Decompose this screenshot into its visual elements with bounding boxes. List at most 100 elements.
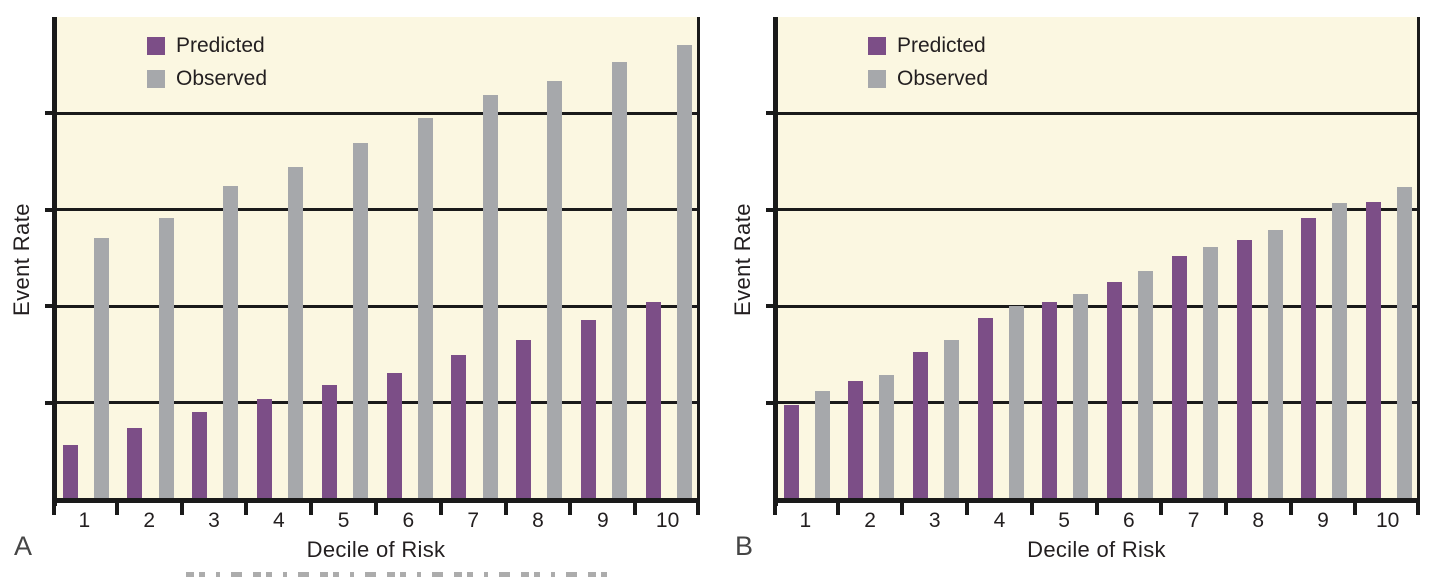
x-tick-label: 6 bbox=[402, 509, 415, 532]
x-tick-label: 1 bbox=[78, 509, 91, 532]
bar-observed bbox=[547, 80, 563, 500]
y-axis-tick bbox=[45, 400, 52, 405]
x-axis-tick bbox=[52, 500, 56, 515]
legend-item-observed: Observed bbox=[147, 67, 267, 91]
plot-area: Predicted Observed bbox=[45, 17, 700, 515]
plot-right-border bbox=[697, 17, 700, 502]
x-axis-tick bbox=[503, 500, 508, 515]
observed-swatch bbox=[868, 70, 886, 88]
bar-predicted bbox=[1236, 239, 1252, 500]
y-axis-tick bbox=[766, 304, 773, 309]
bar-observed bbox=[417, 118, 433, 500]
x-axis-tick bbox=[568, 500, 573, 515]
bar-predicted bbox=[516, 339, 532, 500]
bar-observed bbox=[676, 44, 692, 500]
y-axis-label: Event Rate bbox=[730, 203, 755, 316]
bar-observed bbox=[1008, 306, 1024, 500]
plot-area: Predicted Observed bbox=[766, 17, 1420, 515]
y-axis-tick bbox=[766, 111, 773, 116]
x-axis-tick bbox=[835, 500, 840, 515]
legend-item-observed: Observed bbox=[868, 67, 988, 91]
x-tick-label: 2 bbox=[143, 509, 156, 532]
x-axis-label: Decile of Risk bbox=[306, 537, 446, 562]
gridline bbox=[773, 304, 1420, 308]
y-axis-tick bbox=[45, 304, 52, 309]
bar-predicted bbox=[321, 385, 337, 500]
bar-observed bbox=[158, 218, 174, 500]
bar-predicted bbox=[977, 317, 993, 500]
x-axis-tick bbox=[179, 500, 184, 515]
x-axis-tick bbox=[1353, 500, 1358, 515]
x-axis-tick bbox=[309, 500, 314, 515]
bar-predicted bbox=[1107, 282, 1123, 500]
bar-predicted bbox=[848, 381, 864, 500]
x-axis-tick bbox=[1094, 500, 1099, 515]
bar-predicted bbox=[645, 302, 661, 500]
bar-observed bbox=[1396, 186, 1412, 500]
x-tick-label: 7 bbox=[467, 509, 480, 532]
predicted-swatch bbox=[147, 37, 165, 55]
legend-item-predicted: Predicted bbox=[868, 34, 988, 58]
legend-label-observed: Observed bbox=[176, 67, 268, 90]
bar-observed bbox=[1202, 247, 1218, 500]
x-axis-tick bbox=[965, 500, 970, 515]
x-tick-label: 10 bbox=[655, 509, 680, 532]
x-axis-tick bbox=[374, 500, 378, 515]
gridline bbox=[52, 401, 700, 405]
x-tick-label: 3 bbox=[928, 509, 941, 532]
bar-predicted bbox=[62, 445, 78, 500]
x-tick-label: 4 bbox=[993, 509, 1006, 532]
bar-predicted bbox=[386, 372, 402, 500]
chart-panel-b: Event Rate Predicted Observed Decile of … bbox=[721, 0, 1442, 578]
x-axis-tick bbox=[1159, 500, 1164, 515]
bar-predicted bbox=[451, 355, 467, 500]
legend-label-observed: Observed bbox=[897, 67, 989, 90]
x-tick-label: 8 bbox=[1252, 509, 1265, 532]
bar-predicted bbox=[913, 352, 929, 500]
predicted-swatch bbox=[868, 37, 886, 55]
y-axis-tick bbox=[45, 111, 52, 116]
x-axis-tick bbox=[438, 500, 443, 515]
bar-predicted bbox=[1365, 202, 1381, 500]
x-axis-tick bbox=[1029, 500, 1034, 515]
x-tick-label: 9 bbox=[596, 509, 609, 532]
gridline bbox=[773, 401, 1420, 405]
x-tick-label: 10 bbox=[1375, 509, 1400, 532]
x-tick-label: 6 bbox=[1123, 509, 1135, 532]
gridline bbox=[773, 111, 1420, 115]
panel-label: A bbox=[14, 531, 33, 561]
x-tick-label: 7 bbox=[1187, 509, 1200, 532]
plot-right-border bbox=[1417, 17, 1420, 502]
x-tick-label: 2 bbox=[864, 509, 876, 532]
bar-observed bbox=[482, 95, 498, 500]
gridline bbox=[52, 208, 700, 212]
x-axis-tick bbox=[1416, 500, 1420, 515]
y-axis-label: Event Rate bbox=[9, 203, 34, 316]
legend-label-predicted: Predicted bbox=[897, 34, 986, 57]
legend-label-predicted: Predicted bbox=[176, 34, 265, 57]
legend-item-predicted: Predicted bbox=[147, 34, 267, 58]
bar-predicted bbox=[257, 398, 273, 500]
x-axis-tick bbox=[633, 500, 638, 515]
bar-predicted bbox=[1042, 302, 1058, 500]
bar-observed bbox=[1267, 230, 1283, 500]
x-tick-label: 9 bbox=[1317, 509, 1329, 532]
x-axis-tick bbox=[114, 500, 119, 515]
x-tick-label: 5 bbox=[1058, 509, 1070, 532]
bar-observed bbox=[612, 62, 628, 500]
x-axis-label: Decile of Risk bbox=[1027, 537, 1166, 562]
panel-label: B bbox=[735, 531, 754, 561]
bar-observed bbox=[814, 391, 830, 500]
legend: Predicted Observed bbox=[868, 34, 988, 91]
bar-observed bbox=[944, 339, 960, 500]
bar-observed bbox=[1073, 293, 1089, 500]
x-tick-label: 1 bbox=[799, 509, 812, 532]
observed-swatch bbox=[147, 70, 165, 88]
gridline bbox=[52, 304, 700, 308]
y-axis-tick bbox=[766, 400, 773, 405]
bar-predicted bbox=[581, 319, 597, 500]
x-axis-tick bbox=[1223, 500, 1228, 515]
y-axis-tick bbox=[45, 207, 52, 212]
x-axis-tick bbox=[696, 500, 700, 515]
